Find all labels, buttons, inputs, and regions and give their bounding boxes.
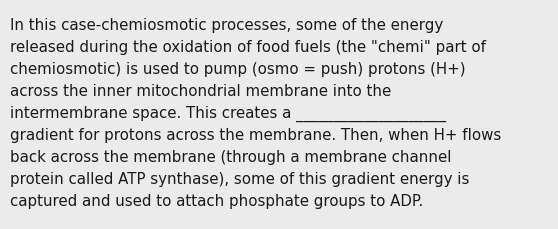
- Text: chemiosmotic) is used to pump (osmo = push) protons (H+): chemiosmotic) is used to pump (osmo = pu…: [10, 62, 465, 77]
- Text: across the inner mitochondrial membrane into the: across the inner mitochondrial membrane …: [10, 84, 391, 98]
- Text: captured and used to attach phosphate groups to ADP.: captured and used to attach phosphate gr…: [10, 193, 424, 208]
- Text: back across the membrane (through a membrane channel: back across the membrane (through a memb…: [10, 149, 451, 164]
- Text: In this case-chemiosmotic processes, some of the energy: In this case-chemiosmotic processes, som…: [10, 18, 443, 33]
- Text: intermembrane space. This creates a ____________________: intermembrane space. This creates a ____…: [10, 106, 446, 122]
- Text: gradient for protons across the membrane. Then, when H+ flows: gradient for protons across the membrane…: [10, 128, 501, 142]
- Text: protein called ATP synthase), some of this gradient energy is: protein called ATP synthase), some of th…: [10, 171, 469, 186]
- Text: released during the oxidation of food fuels (the "chemi" part of: released during the oxidation of food fu…: [10, 40, 486, 55]
